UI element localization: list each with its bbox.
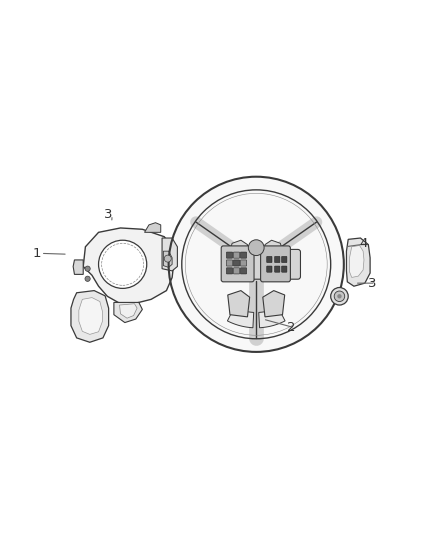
- FancyBboxPatch shape: [275, 256, 280, 263]
- Circle shape: [334, 291, 345, 302]
- FancyBboxPatch shape: [226, 268, 233, 274]
- FancyBboxPatch shape: [233, 260, 240, 266]
- Circle shape: [248, 240, 264, 255]
- Polygon shape: [79, 297, 102, 334]
- Polygon shape: [265, 240, 283, 260]
- Text: 4: 4: [359, 237, 367, 250]
- Polygon shape: [73, 260, 83, 274]
- Polygon shape: [350, 246, 364, 278]
- FancyBboxPatch shape: [233, 252, 240, 258]
- Polygon shape: [120, 304, 137, 318]
- FancyBboxPatch shape: [240, 252, 247, 258]
- Polygon shape: [83, 228, 174, 304]
- FancyBboxPatch shape: [275, 266, 280, 272]
- Text: 2: 2: [287, 321, 295, 334]
- Circle shape: [169, 177, 344, 352]
- Text: 3: 3: [104, 208, 113, 221]
- Circle shape: [85, 266, 90, 271]
- Polygon shape: [263, 290, 285, 317]
- Polygon shape: [228, 290, 250, 317]
- Circle shape: [85, 276, 90, 281]
- Polygon shape: [145, 223, 161, 232]
- Polygon shape: [227, 307, 254, 328]
- Circle shape: [164, 255, 171, 262]
- FancyBboxPatch shape: [226, 260, 233, 266]
- FancyBboxPatch shape: [267, 266, 272, 272]
- FancyBboxPatch shape: [240, 260, 247, 266]
- FancyBboxPatch shape: [267, 256, 272, 263]
- Polygon shape: [346, 238, 370, 286]
- Polygon shape: [71, 290, 109, 342]
- Circle shape: [99, 240, 147, 288]
- Polygon shape: [229, 240, 247, 260]
- FancyBboxPatch shape: [233, 268, 240, 274]
- FancyBboxPatch shape: [221, 246, 254, 282]
- Circle shape: [331, 287, 348, 305]
- FancyBboxPatch shape: [226, 252, 233, 258]
- FancyBboxPatch shape: [240, 268, 247, 274]
- Polygon shape: [163, 251, 172, 268]
- Polygon shape: [259, 307, 285, 328]
- FancyBboxPatch shape: [282, 266, 287, 272]
- Polygon shape: [114, 302, 142, 322]
- Polygon shape: [162, 238, 177, 271]
- Text: 1: 1: [33, 247, 41, 260]
- Circle shape: [337, 294, 342, 298]
- FancyBboxPatch shape: [243, 249, 300, 279]
- Text: 3: 3: [368, 277, 376, 289]
- FancyBboxPatch shape: [261, 246, 290, 282]
- FancyBboxPatch shape: [282, 256, 287, 263]
